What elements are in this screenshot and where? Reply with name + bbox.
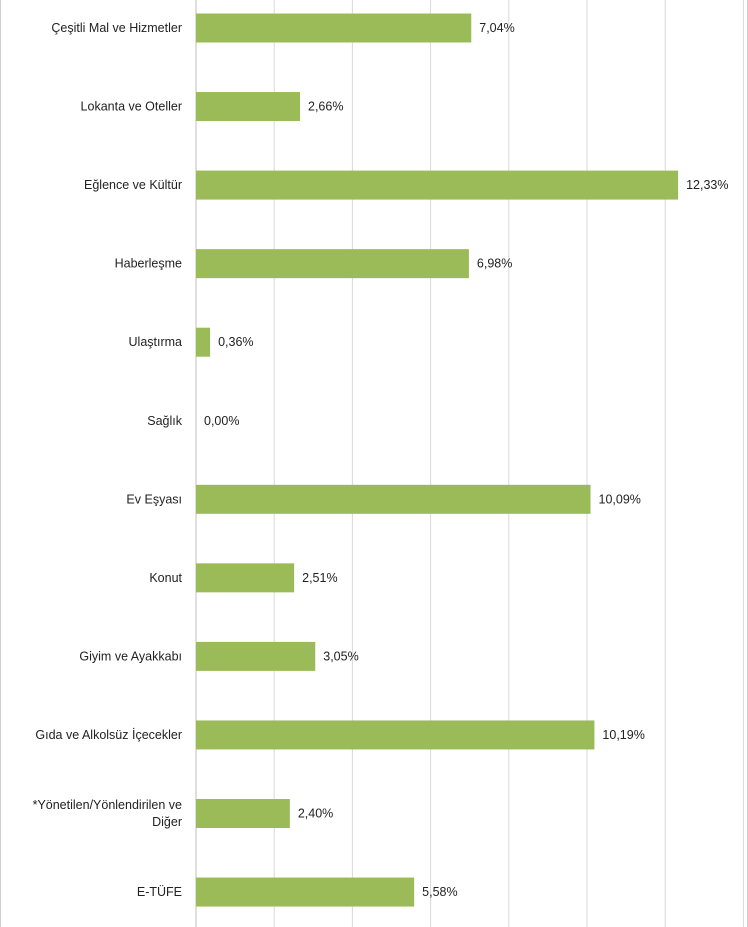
data-label: 0,00% [204,414,239,428]
category-label: Konut [149,571,182,585]
category-label: Ulaştırma [129,335,183,349]
category-label: *Yönetilen/Yönlendirilen ve Diğer [33,798,182,829]
data-label: 10,19% [602,728,644,742]
data-label: 2,66% [308,100,343,114]
bar [196,327,211,357]
labels: Çeşitli Mal ve Hizmetler 7,04% Lokanta ve … [33,21,729,899]
bar [196,249,469,279]
data-label: 10,09% [599,492,641,506]
data-label: 12,33% [686,178,728,192]
category-label: Eğlence ve Kültür [84,178,182,192]
category-label: E-TÜFE [137,885,182,899]
category-label: Ev Eşyası [126,492,182,506]
bar [196,484,591,514]
bar [196,170,679,200]
bar [196,877,415,907]
bar [196,799,290,828]
bar [196,13,472,43]
bar [196,720,595,750]
bar [196,641,316,671]
bar [196,563,295,593]
bar [196,92,301,122]
bars [196,13,679,907]
data-label: 3,05% [323,649,358,663]
category-label: Gıda ve Alkolsüz İçecekler [35,728,182,742]
category-label: Haberleşme [115,257,182,271]
gridlines [195,0,744,927]
data-label: 5,58% [422,885,457,899]
data-label: 7,04% [479,21,514,35]
category-label: Lokanta ve Oteller [81,100,182,114]
data-label: 6,98% [477,257,512,271]
category-label: Çeşitli Mal ve Hizmetler [51,21,182,35]
category-label: Giyim ve Ayakkabı [79,649,182,663]
category-label: Sağlık [147,414,182,428]
data-label: 2,40% [298,807,333,821]
data-label: 2,51% [302,571,337,585]
data-label: 0,36% [218,335,253,349]
